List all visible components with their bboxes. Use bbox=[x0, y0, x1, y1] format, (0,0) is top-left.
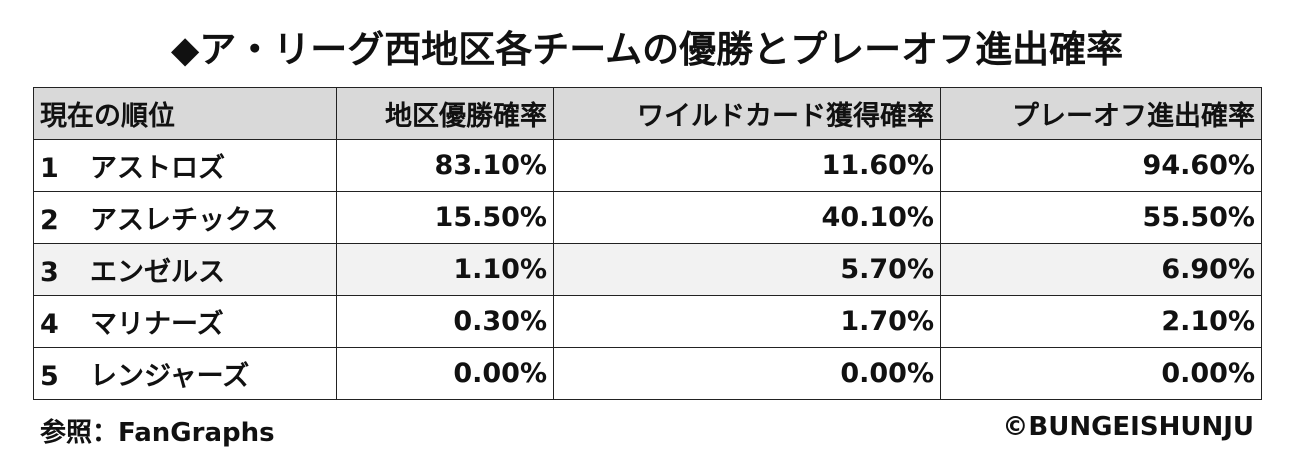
rank: 5 bbox=[40, 361, 59, 392]
row: 4 マリナーズ 0.30% 1.70% 2.10% bbox=[33, 295, 1262, 348]
team-name: エンゼルス bbox=[90, 257, 225, 288]
table-body: 1 アストロズ 83.10% 11.60% 94.60% 2 アスレチックス 15.50% 40… bbox=[33, 139, 1262, 400]
value-cell: 94.60% bbox=[940, 139, 1262, 192]
rank: 1 bbox=[40, 153, 59, 184]
rank: 2 bbox=[40, 205, 59, 236]
value-cell: 5.70% bbox=[553, 243, 941, 296]
row: 1 アストロズ 83.10% 11.60% 94.60% bbox=[33, 139, 1262, 192]
header-cell: プレーオフ進出確率 bbox=[940, 87, 1262, 140]
row: 2 アスレチックス 15.50% 40.10% 55.50% bbox=[33, 191, 1262, 244]
row: 3 エンゼルス 1.10% 5.70% 6.90% bbox=[33, 243, 1262, 296]
team-cell: 5 レンジャーズ bbox=[33, 347, 337, 400]
value-cell: 2.10% bbox=[940, 295, 1262, 348]
row: 5 レンジャーズ 0.00% 0.00% 0.00% bbox=[33, 347, 1262, 400]
value-cell: 6.90% bbox=[940, 243, 1262, 296]
value-cell: 0.00% bbox=[940, 347, 1262, 400]
team-cell: 1 アストロズ bbox=[33, 139, 337, 192]
team-name: アストロズ bbox=[90, 153, 225, 184]
value-cell: 15.50% bbox=[336, 191, 554, 244]
rank: 3 bbox=[40, 257, 59, 288]
value-cell: 0.30% bbox=[336, 295, 554, 348]
header-cell: 地区優勝確率 bbox=[336, 87, 554, 140]
header-row: 現在の順位 地区優勝確率 ワイルドカード獲得確率 プレーオフ進出確率 bbox=[33, 87, 1262, 140]
value-cell: 11.60% bbox=[553, 139, 941, 192]
header-cell: 現在の順位 bbox=[33, 87, 337, 140]
rank: 4 bbox=[40, 309, 59, 340]
title: ◆ア・リーグ西地区各チームの優勝とプレーオフ進出確率 bbox=[170, 28, 1124, 71]
header-cell: ワイルドカード獲得確率 bbox=[553, 87, 941, 140]
value-cell: 1.70% bbox=[553, 295, 941, 348]
team-cell: 3 エンゼルス bbox=[33, 243, 337, 296]
team-name: アスレチックス bbox=[90, 205, 279, 236]
team-name: マリナーズ bbox=[90, 309, 224, 340]
value-cell: 83.10% bbox=[336, 139, 554, 192]
table: 現在の順位 地区優勝確率 ワイルドカード獲得確率 プレーオフ進出確率 1 アストロズ 83… bbox=[33, 87, 1262, 400]
source: 参照：FanGraphs bbox=[40, 418, 275, 448]
value-cell: 40.10% bbox=[553, 191, 941, 244]
value-cell: 55.50% bbox=[940, 191, 1262, 244]
credit: ©BUNGEISHUNJU bbox=[1002, 412, 1254, 442]
value-cell: 1.10% bbox=[336, 243, 554, 296]
value-cell: 0.00% bbox=[553, 347, 941, 400]
value-cell: 0.00% bbox=[336, 347, 554, 400]
team-cell: 4 マリナーズ bbox=[33, 295, 337, 348]
team-cell: 2 アスレチックス bbox=[33, 191, 337, 244]
team-name: レンジャーズ bbox=[90, 361, 250, 392]
